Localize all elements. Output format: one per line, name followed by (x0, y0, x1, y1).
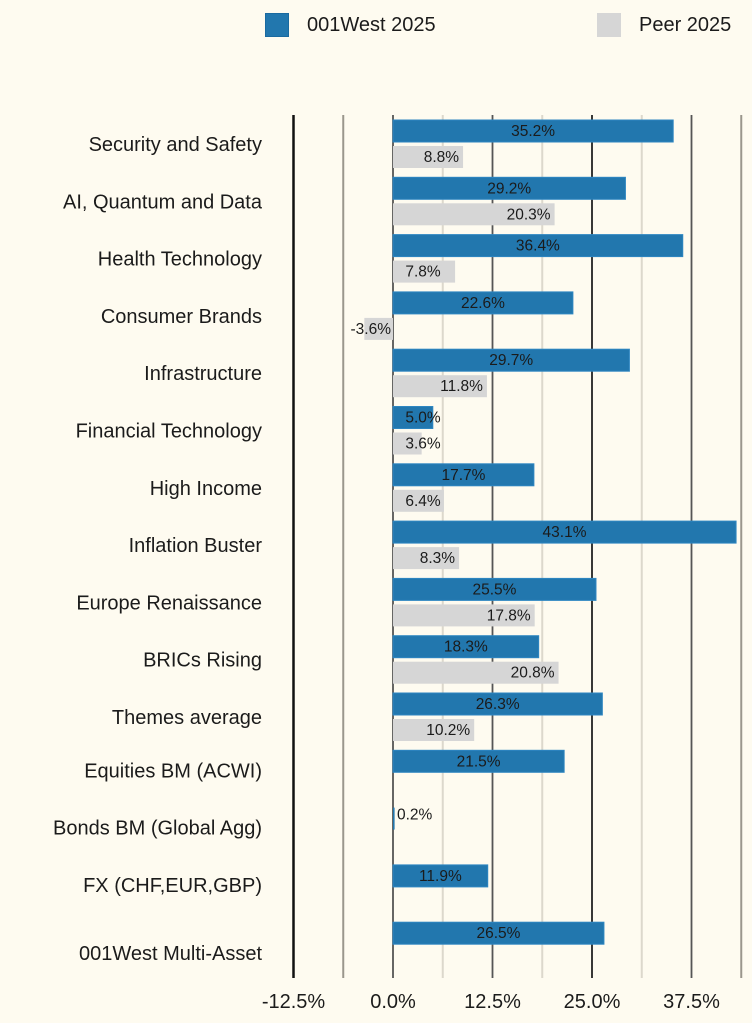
bar-001west (392, 749, 565, 773)
category-label: Bonds BM (Global Agg) (53, 818, 262, 840)
legend-swatch-peer (597, 13, 621, 37)
bar-peer (393, 604, 535, 627)
bar-001west (392, 119, 674, 143)
bar-value-label: 25.5% (473, 581, 517, 598)
x-tick-label: 25.0% (564, 991, 621, 1013)
category-label: Themes average (112, 707, 262, 729)
x-axis-tick-labels: -12.5% 0.0% 12.5% 25.0% 37.5% (262, 991, 720, 1013)
category-label: Security and Safety (89, 134, 262, 156)
bar-value-label: 20.3% (507, 206, 551, 223)
chart-legend: 001West 2025 Peer 2025 (0, 0, 752, 56)
bar-001west (392, 463, 535, 487)
category-label: Equities BM (ACWI) (84, 760, 262, 782)
gridlines (292, 115, 743, 978)
bar-value-label: 26.3% (476, 696, 520, 713)
category-label: Infrastructure (144, 363, 262, 385)
bar-value-label: 29.7% (489, 352, 533, 369)
bars: 35.2% 8.8% 29.2% 20.3% 36.4% 7.8% 22.6% -3.6% 29… (351, 119, 737, 945)
bar-001west (392, 921, 605, 945)
category-label: Europe Renaissance (76, 592, 262, 614)
bar-peer (393, 432, 422, 455)
bar-001west (392, 692, 603, 716)
bar-value-label: 8.3% (420, 550, 456, 567)
bar-value-label: 29.2% (487, 180, 531, 197)
bar-peer (393, 146, 464, 168)
category-label: AI, Quantum and Data (63, 191, 263, 213)
bar-value-label: 35.2% (511, 123, 555, 140)
category-label: BRICs Rising (143, 650, 262, 672)
bar-peer (393, 719, 475, 741)
category-label: 001West Multi-Asset (79, 943, 262, 965)
bar-value-label: 36.4% (516, 238, 560, 255)
category-labels: Security and Safety AI, Quantum and Data H… (53, 134, 263, 965)
bar-value-label: 20.8% (511, 665, 555, 682)
legend-item-001west[interactable]: 001West 2025 (265, 13, 436, 37)
bar-peer (364, 317, 393, 340)
bar-001west (392, 635, 540, 659)
category-label: FX (CHF,EUR,GBP) (83, 875, 262, 897)
legend-item-peer[interactable]: Peer 2025 (597, 13, 731, 37)
bar-value-label: -3.6% (351, 321, 392, 338)
category-label: Consumer Brands (101, 306, 262, 328)
legend-label-001west: 001West 2025 (307, 13, 436, 36)
bar-value-label: 5.0% (405, 410, 441, 427)
bar-peer (393, 260, 456, 283)
bar-001west (392, 520, 737, 544)
x-tick-label: 37.5% (663, 991, 720, 1013)
x-tick-label: -12.5% (262, 991, 326, 1013)
bar-value-label: 6.4% (405, 493, 441, 510)
bar-value-label: 17.8% (487, 607, 531, 624)
bar-value-label: 3.6% (405, 436, 441, 453)
bar-value-label: 43.1% (543, 524, 587, 541)
bar-001west (393, 807, 395, 830)
category-label: Inflation Buster (129, 535, 263, 557)
bar-001west (392, 176, 626, 200)
bar-value-label: 18.3% (444, 639, 488, 656)
bar-value-label: 26.5% (476, 925, 520, 942)
bar-value-label: 11.8% (440, 378, 483, 395)
bar-value-label: 17.7% (441, 467, 485, 484)
bar-001west (392, 406, 434, 429)
bar-peer (393, 489, 444, 512)
bar-001west (392, 577, 597, 601)
legend-swatch-001west (265, 13, 289, 37)
x-tick-label: 0.0% (370, 991, 416, 1013)
x-tick-label: 12.5% (464, 991, 521, 1013)
category-label: Health Technology (98, 249, 262, 271)
bar-001west (392, 348, 630, 372)
bar-peer (393, 547, 460, 570)
bar-value-label: 22.6% (461, 295, 505, 312)
bar-value-label: 10.2% (426, 722, 470, 739)
bar-value-label: 8.8% (424, 149, 460, 166)
bar-value-label: 0.2% (397, 807, 433, 824)
bar-value-label: 7.8% (405, 264, 441, 281)
bar-value-label: 11.9% (419, 868, 462, 885)
bar-peer (393, 203, 555, 226)
bar-peer (393, 375, 487, 398)
bar-001west (392, 864, 489, 888)
bar-peer (393, 661, 559, 684)
bar-001west (392, 291, 574, 315)
category-label: Financial Technology (76, 421, 262, 443)
legend-label-peer: Peer 2025 (639, 13, 732, 36)
bar-value-label: 21.5% (457, 753, 501, 770)
category-label: High Income (150, 478, 262, 500)
bar-001west (392, 234, 684, 258)
